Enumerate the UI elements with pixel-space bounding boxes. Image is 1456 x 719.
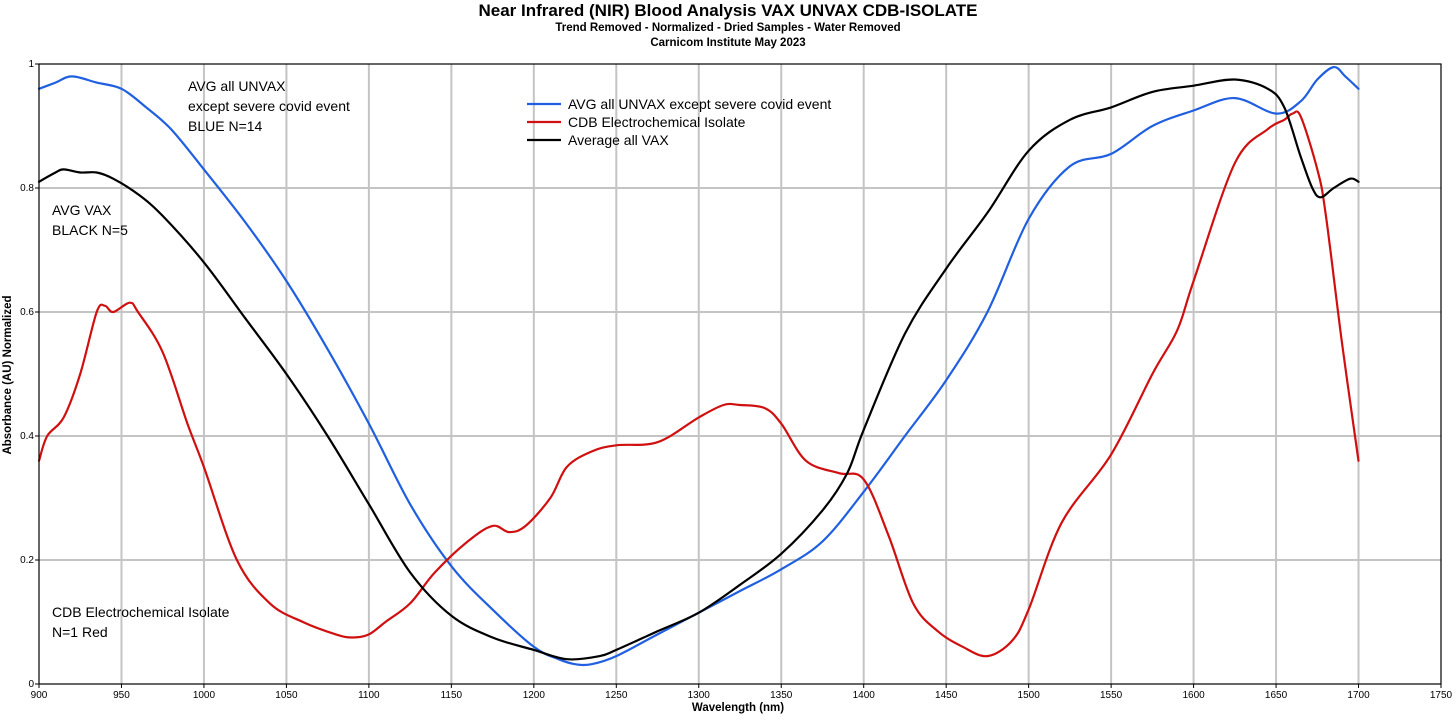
x-tick-label: 1450: [935, 690, 958, 701]
x-tick-label: 1150: [441, 690, 463, 701]
annotation-unvax-line-2: except severe covid event: [188, 98, 350, 114]
y-axis-ticks: 0 0.2 0.4 0.6 0.8 1: [20, 59, 39, 690]
x-tick-label: 1550: [1100, 690, 1123, 701]
x-tick-label: 1200: [523, 690, 546, 701]
x-axis-ticks: 900 950 1000 1050 1100 1150 1200 1250 1300 1350 14…: [31, 684, 1453, 701]
x-axis-label: Wavelength (nm): [691, 702, 785, 714]
legend-label: AVG all UNVAX except severe covid event: [568, 96, 831, 112]
grid-lines: [39, 64, 1441, 684]
x-tick-label: 1750: [1430, 690, 1453, 701]
x-tick-label: 1600: [1182, 690, 1205, 701]
x-tick-label: 1250: [605, 690, 628, 701]
legend-label: Average all VAX: [568, 132, 669, 148]
y-tick-label: 0: [28, 679, 34, 690]
x-tick-label: 950: [113, 690, 130, 701]
annotation-unvax-line-1: AVG all UNVAX: [188, 78, 286, 94]
legend: AVG all UNVAX except severe covid event C…: [527, 96, 831, 148]
y-axis-label: Absorbance (AU) Normalized: [2, 295, 14, 455]
annotation-vax: AVG VAX BLACK N=5: [52, 200, 128, 240]
x-tick-label: 1300: [688, 690, 711, 701]
x-tick-label: 1500: [1018, 690, 1041, 701]
plot-border: [38, 63, 1442, 685]
y-tick-label: 1: [28, 59, 34, 70]
series-layer: [37, 66, 1360, 667]
x-tick-label: 900: [31, 690, 48, 701]
annotation-cdb: CDB Electrochemical Isolate N=1 Red: [52, 602, 229, 642]
x-tick-label: 1050: [275, 690, 298, 701]
y-tick-label: 0.4: [20, 431, 34, 442]
x-tick-label: 1400: [853, 690, 876, 701]
x-tick-label: 1000: [193, 690, 216, 701]
annotation-cdb-line-1: CDB Electrochemical Isolate: [52, 604, 230, 620]
x-tick-label: 1350: [770, 690, 793, 701]
annotation-vax-line-1: AVG VAX: [52, 202, 112, 218]
annotation-unvax: AVG all UNVAX except severe covid event …: [188, 76, 350, 136]
title-block: Near Infrared (NIR) Blood Analysis VAX U…: [0, 0, 1456, 51]
series-line-average-all-vax: [37, 78, 1360, 661]
chart-title: Near Infrared (NIR) Blood Analysis VAX U…: [478, 1, 978, 20]
annotation-vax-line-2: BLACK N=5: [52, 222, 128, 238]
y-tick-label: 0.8: [20, 183, 34, 194]
series-line-avg-all-unvax-except-severe-covid-event: [37, 66, 1360, 667]
annotation-unvax-line-3: BLUE N=14: [188, 118, 263, 134]
series-line-cdb-electrochemical-isolate: [37, 110, 1360, 658]
x-tick-label: 1100: [358, 690, 380, 701]
legend-label: CDB Electrochemical Isolate: [568, 114, 746, 130]
x-tick-label: 1700: [1347, 690, 1370, 701]
x-tick-label: 1650: [1265, 690, 1288, 701]
chart-subtitle-line-1: Trend Removed - Normalized - Dried Sampl…: [555, 22, 901, 34]
y-tick-label: 0.6: [20, 307, 34, 318]
chart-subtitle-line-2: Carnicom Institute May 2023: [650, 37, 806, 49]
annotation-cdb-line-2: N=1 Red: [52, 624, 108, 640]
plot-frame: [38, 63, 1442, 685]
y-tick-label: 0.2: [20, 555, 34, 566]
